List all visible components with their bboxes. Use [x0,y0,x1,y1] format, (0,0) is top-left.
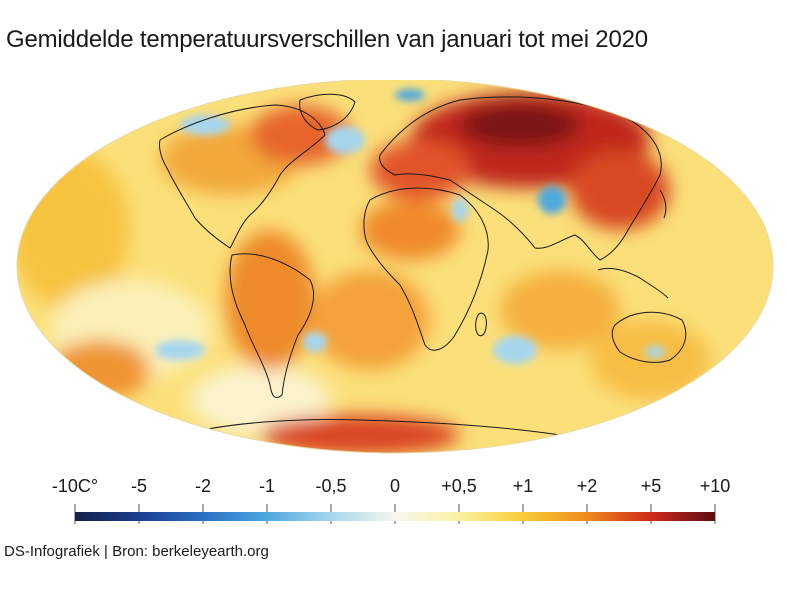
legend-label: +1 [512,476,534,496]
outline-australia [611,311,687,363]
outline-madagascar [475,312,487,337]
cool-patch-indian-ocean [493,336,537,364]
cool-patch-australia [645,346,665,358]
hot-region-antarctica [260,415,460,453]
outline-south-america [229,253,314,398]
legend-label: +10 [699,476,731,496]
legend-label: -1 [258,476,276,496]
cool-patch-north-atlantic [325,126,365,154]
legend-label: +5 [640,476,662,496]
cool-patch-tibet [538,186,566,214]
globe-border [16,80,774,454]
legend-labels: -10C° -5 -2 -1 -0,5 0 +0,5 +1 +2 +5 +10 [0,476,787,500]
warm-region-south-atlantic [310,270,430,370]
outline-eurasia [379,96,662,261]
cool-patch-pacific-south [155,340,205,360]
legend-label: -5 [130,476,148,496]
cool-patch-south-atlantic [303,332,327,352]
warm-region-north-africa [360,200,460,260]
outline-japan [659,189,667,219]
warm-region-south-america [225,230,315,370]
warm-region-south-pacific-west [50,340,150,400]
legend-label: -0,5 [315,476,347,496]
hot-region-europe [370,140,470,200]
hot-region-greenland [250,105,350,165]
hot-region-east-asia [570,150,670,230]
warm-region-indian-ocean [500,270,620,350]
warm-region-south-indian [590,320,710,400]
legend-color-bar [74,504,716,524]
legend-label: -2 [194,476,212,496]
outline-africa [363,187,489,351]
legend-label: 0 [389,476,401,496]
world-temperature-map [16,80,774,454]
page-title: Gemiddelde temperatuursverschillen van j… [6,26,648,53]
legend-gradient-rect [75,512,715,521]
legend-label: -10C° [51,476,99,496]
legend-label: +0,5 [441,476,477,496]
outline-greenland [299,93,356,131]
very-hot-region-siberia-core [460,103,580,147]
outline-antarctica [179,419,561,436]
cool-patch-red-sea [452,198,468,222]
pale-region-south-pacific [190,365,330,435]
outline-southeast-asia [597,267,669,299]
legend-label: +2 [576,476,598,496]
source-credit: DS-Infografiek | Bron: berkeleyearth.org [4,543,269,560]
cool-patch-arctic [395,89,425,101]
continent-outlines [159,93,687,436]
outline-north-america [159,104,326,249]
cool-patch-alaska [180,115,230,135]
